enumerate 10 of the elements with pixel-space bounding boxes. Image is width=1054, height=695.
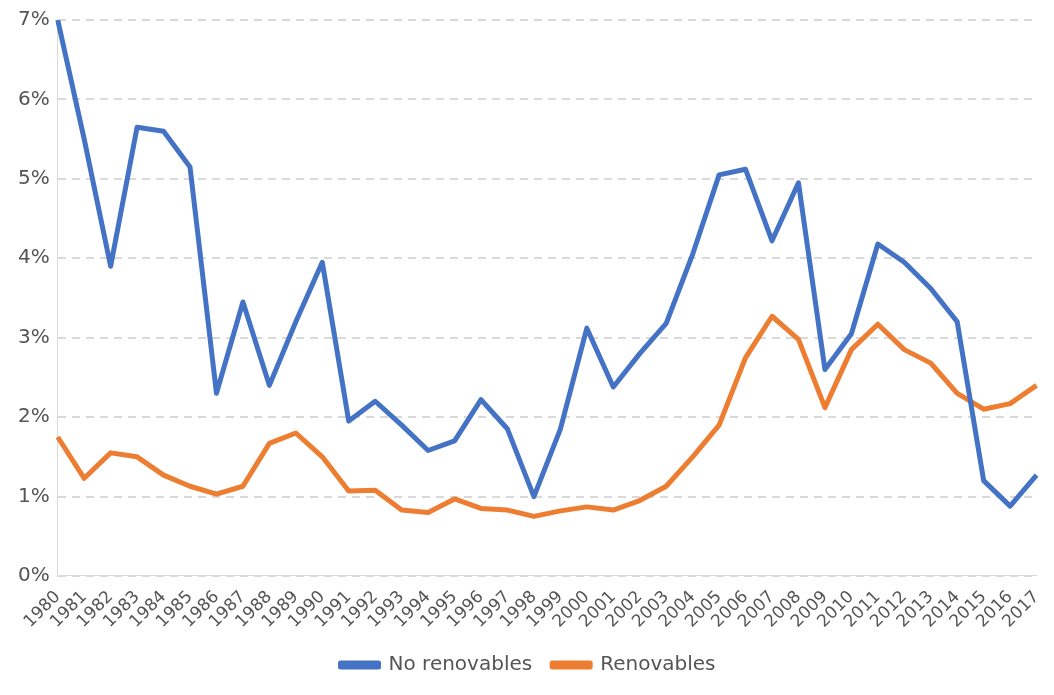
y-tick-label: 0%: [17, 562, 50, 587]
y-tick-label: 1%: [17, 482, 50, 507]
legend-label: No renovables: [388, 651, 533, 676]
legend-label: Renovables: [600, 651, 716, 676]
y-tick-label: 3%: [17, 323, 50, 348]
y-tick-label: 2%: [17, 403, 50, 428]
y-tick-label: 7%: [17, 6, 50, 31]
y-tick-label: 5%: [17, 165, 50, 190]
y-tick-label: 6%: [17, 85, 50, 110]
y-tick-label: 4%: [17, 244, 50, 269]
